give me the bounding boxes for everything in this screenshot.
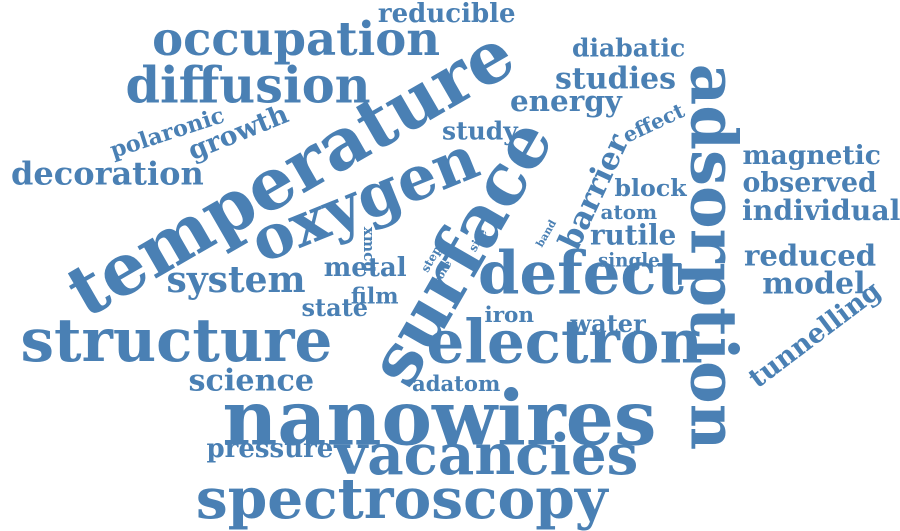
word-adsorption: adsorption <box>676 63 752 451</box>
word-metal: metal <box>323 251 407 282</box>
word-nanowires: nanowires <box>221 373 656 463</box>
word-single: single <box>597 249 660 271</box>
word-model: model <box>762 264 866 301</box>
word-studies: studies <box>554 60 676 96</box>
word-state: state <box>301 293 369 322</box>
word-science: science <box>188 361 314 398</box>
word-occupation: occupation <box>152 12 441 67</box>
word-decoration: decoration <box>10 155 204 193</box>
word-water: water <box>570 309 646 338</box>
word-electron: electron <box>426 307 703 378</box>
word-individual: individual <box>742 192 900 227</box>
word-defect: defect <box>478 237 684 308</box>
word-vacancies: vacancies <box>334 421 638 488</box>
word-reduced: reduced <box>744 238 877 274</box>
word-structure: structure <box>19 305 332 376</box>
word-diffusion: diffusion <box>125 55 371 115</box>
word-film: film <box>350 281 399 309</box>
word-adatom: adatom <box>412 370 501 397</box>
word-system: system <box>166 259 306 301</box>
word-study: study <box>442 116 518 146</box>
word-reducible: reducible <box>377 0 516 28</box>
word-energy: energy <box>509 83 622 119</box>
word-spectroscopy: spectroscopy <box>195 465 608 531</box>
word-rutile: rutile <box>589 218 677 251</box>
word-block: block <box>614 173 687 202</box>
word-observed: observed <box>742 165 877 198</box>
word-pressure: pressure <box>206 434 334 464</box>
word-atom: atom <box>600 200 658 224</box>
word-magnetic: magnetic <box>742 139 881 171</box>
word-iron: iron <box>484 302 534 328</box>
word-diabatic: diabatic <box>571 32 686 63</box>
